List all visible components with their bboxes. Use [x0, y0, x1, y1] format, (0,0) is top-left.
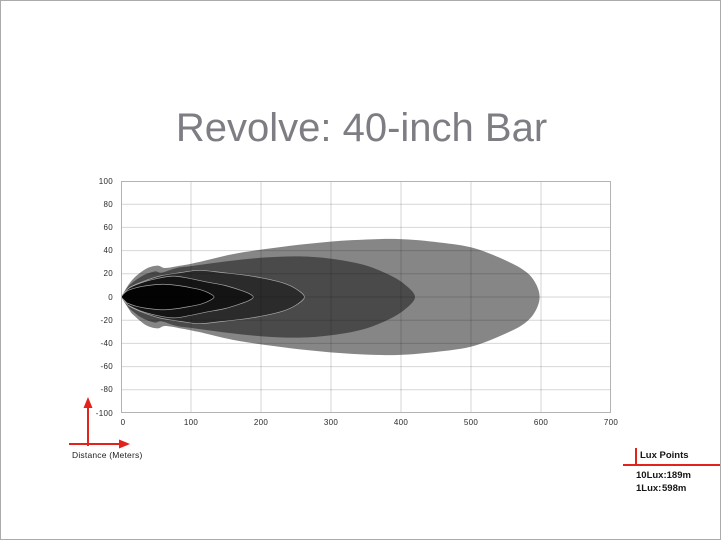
page-title: Revolve: 40-inch Bar: [175, 106, 548, 150]
plot-border: [121, 181, 611, 413]
y-tick-label: 80: [103, 199, 113, 209]
x-tick-label: 700: [603, 418, 619, 427]
y-tick-label: 60: [103, 222, 113, 232]
legend-entry-value: 598m: [662, 483, 687, 494]
legend-title-row: Lux Points: [623, 447, 720, 464]
right-arrowhead-icon: [119, 439, 130, 449]
y-tick-label: -80: [100, 385, 113, 395]
y-tick-label: 40: [103, 246, 113, 256]
legend-entry-label: 10Lux:: [636, 470, 667, 481]
contour-hotspot: [121, 283, 215, 311]
x-tick-label: 300: [323, 418, 339, 427]
y-tick-label: 20: [103, 269, 113, 279]
x-tick-label: 400: [393, 418, 409, 427]
y-tick-label: 100: [98, 176, 113, 186]
y-tick-label: -40: [100, 338, 113, 348]
legend-title: Lux Points: [640, 450, 689, 461]
axis-origin-arrows-icon: [69, 397, 130, 449]
up-arrowhead-icon: [83, 397, 93, 408]
lux-points-legend: Lux Points 10Lux: 189m 1Lux: 598m: [623, 447, 720, 496]
beam-contours-plot: [121, 181, 611, 413]
x-axis-label: Distance (Meters): [72, 450, 143, 460]
y-tick-label: -60: [100, 362, 113, 372]
legend-entries: 10Lux: 189m 1Lux: 598m: [636, 470, 720, 495]
y-tick-label: -20: [100, 315, 113, 325]
x-tick-label: 500: [463, 418, 479, 427]
legend-entry: 1Lux: 598m: [636, 483, 720, 495]
legend-accent-vline: [635, 448, 637, 464]
legend-entry-value: 189m: [666, 470, 691, 481]
legend-entry: 10Lux: 189m: [636, 470, 720, 482]
y-tick-label: 0: [108, 292, 113, 302]
y-tick-label: -100: [95, 408, 113, 418]
beam-pattern-chart: [121, 181, 611, 413]
x-tick-label: 0: [120, 418, 126, 427]
x-tick-label: 200: [253, 418, 269, 427]
legend-accent-hline: [623, 464, 720, 466]
x-tick-label: 100: [183, 418, 199, 427]
legend-entry-label: 1Lux:: [636, 483, 662, 494]
x-tick-label: 600: [533, 418, 549, 427]
